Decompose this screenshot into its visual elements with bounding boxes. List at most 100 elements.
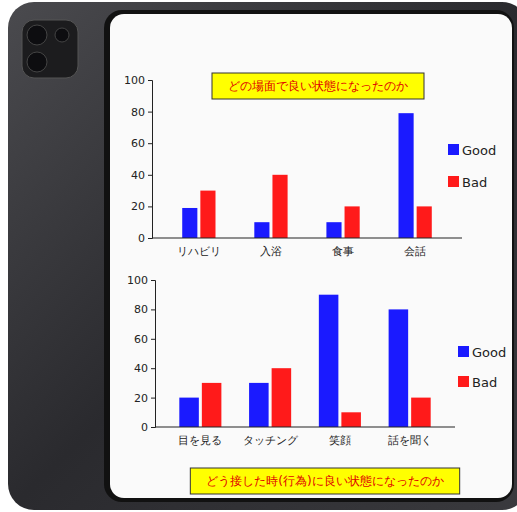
axis-line: [148, 81, 153, 239]
tablet-body: [8, 2, 517, 510]
screen-bezel: [104, 10, 514, 502]
tick-mark: [151, 280, 155, 281]
tick-mark: [148, 80, 152, 81]
x-axis: リハビリ 入浴 食事 会話: [152, 238, 462, 258]
tick-mark: [148, 175, 152, 176]
tick-label: 笑顔: [329, 434, 351, 447]
bar: [272, 368, 292, 427]
tick-mark: [148, 238, 152, 239]
tick-mark: [151, 368, 155, 369]
tick-label: リハビリ: [177, 245, 221, 258]
bar-series: [200, 175, 431, 238]
bar: [341, 412, 361, 427]
title: どの場面で良い状態になったのか: [228, 79, 408, 93]
tick-label: 40: [131, 169, 145, 182]
bar: [179, 398, 199, 427]
bar: [417, 206, 432, 238]
bar: [254, 222, 269, 238]
title-box: どう接した時(行為)に良い状態になったのか: [190, 468, 459, 494]
tick-label: 会話: [404, 245, 426, 258]
camera-module: [22, 20, 78, 78]
tick-label: 80: [134, 303, 148, 316]
tick-label: 100: [127, 274, 148, 287]
legend: Good Bad: [448, 143, 496, 190]
plot-area: [182, 113, 432, 238]
bar: [389, 309, 409, 427]
legend-label: Bad: [462, 175, 487, 190]
camera-lens: [27, 25, 47, 45]
title: どう接した時(行為)に良い状態になったのか: [206, 474, 443, 488]
y-axis: 0 20 40 60 80 100: [127, 274, 156, 434]
camera-lens: [55, 28, 69, 42]
axis-line: [155, 427, 455, 428]
tick: 笑顔: [329, 427, 351, 447]
tick-label: 60: [131, 137, 145, 150]
axis-line: [152, 238, 462, 239]
title-box: どの場面で良い状態になったのか: [212, 73, 424, 99]
tick: 20: [131, 200, 152, 213]
tick-label: 話を聞く: [388, 434, 432, 447]
legend-label: Bad: [472, 375, 497, 390]
tick: 目を見る: [178, 427, 222, 447]
tick: リハビリ: [177, 238, 221, 258]
tick: 20: [134, 392, 155, 405]
tick-mark: [148, 112, 152, 113]
tick-mark: [151, 339, 155, 340]
tick: 80: [134, 303, 155, 316]
chart: 0 20 40 60 80 100 目を見る タッチング 笑顔 話を聞くどう接した時(行為)に良い…: [127, 274, 506, 494]
tick-label: 目を見る: [178, 434, 222, 447]
tick-label: 80: [131, 106, 145, 119]
tick: 0: [138, 232, 152, 245]
tick-mark: [151, 427, 155, 428]
tick: 100: [124, 74, 152, 87]
bar: [200, 191, 215, 238]
x-axis: 目を見る タッチング 笑顔 話を聞く: [155, 427, 455, 447]
tick-label: 0: [138, 232, 145, 245]
chart: 0 20 40 60 80 100 リハビリ 入浴 食事 会話 どの場面で良い状態になったのか Goo…: [124, 73, 496, 258]
legend: Good Bad: [458, 345, 506, 390]
tick-mark: [148, 206, 152, 207]
tick-label: 40: [134, 362, 148, 375]
bar: [272, 175, 287, 238]
bar: [182, 208, 197, 238]
tick: 80: [131, 106, 152, 119]
screen: [110, 14, 512, 498]
legend-swatch: [448, 144, 459, 155]
bar: [411, 398, 431, 427]
bar: [249, 383, 269, 427]
legend-swatch: [458, 346, 469, 357]
tick: 60: [131, 137, 152, 150]
bar: [319, 295, 339, 427]
camera-lens: [27, 52, 47, 72]
tick: 40: [134, 362, 155, 375]
tick-label: 食事: [332, 245, 354, 258]
tick: 40: [131, 169, 152, 182]
bar: [399, 113, 414, 238]
legend-label: Good: [462, 143, 496, 158]
tick-label: 20: [134, 392, 148, 405]
tick-label: 入浴: [260, 245, 282, 258]
title-background: [190, 468, 459, 494]
tick: 100: [127, 274, 155, 287]
legend-label: Good: [472, 345, 506, 360]
bar-series: [179, 295, 408, 427]
tick: 話を聞く: [388, 427, 432, 447]
tick: タッチング: [243, 427, 299, 447]
tick-mark: [148, 143, 152, 144]
legend-swatch: [448, 176, 459, 187]
y-axis: 0 20 40 60 80 100: [124, 74, 153, 245]
title-background: [212, 73, 424, 99]
bar: [345, 206, 360, 238]
legend-swatch: [458, 376, 469, 387]
tick: 60: [134, 333, 155, 346]
axis-line: [151, 281, 156, 428]
bar: [202, 383, 222, 427]
tick-label: 20: [131, 200, 145, 213]
tick-mark: [151, 309, 155, 310]
tick: 食事: [332, 238, 354, 258]
bar-series: [182, 113, 413, 238]
bar-series: [202, 368, 431, 427]
tick: 入浴: [260, 238, 282, 258]
tick-label: タッチング: [243, 434, 299, 447]
tick-label: 0: [141, 421, 148, 434]
